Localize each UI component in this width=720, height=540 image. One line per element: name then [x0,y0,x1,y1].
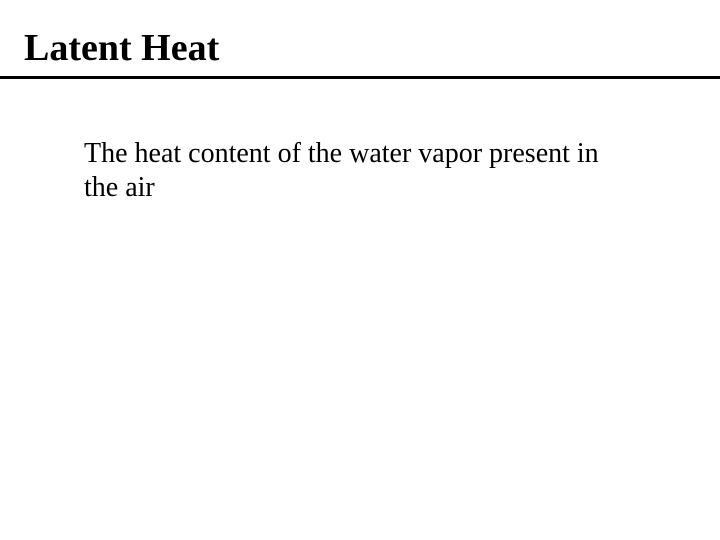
slide-title: Latent Heat [24,28,720,70]
title-area: Latent Heat [0,0,720,76]
body-area: The heat content of the water vapor pres… [0,79,720,205]
slide-body-text: The heat content of the water vapor pres… [84,137,610,205]
